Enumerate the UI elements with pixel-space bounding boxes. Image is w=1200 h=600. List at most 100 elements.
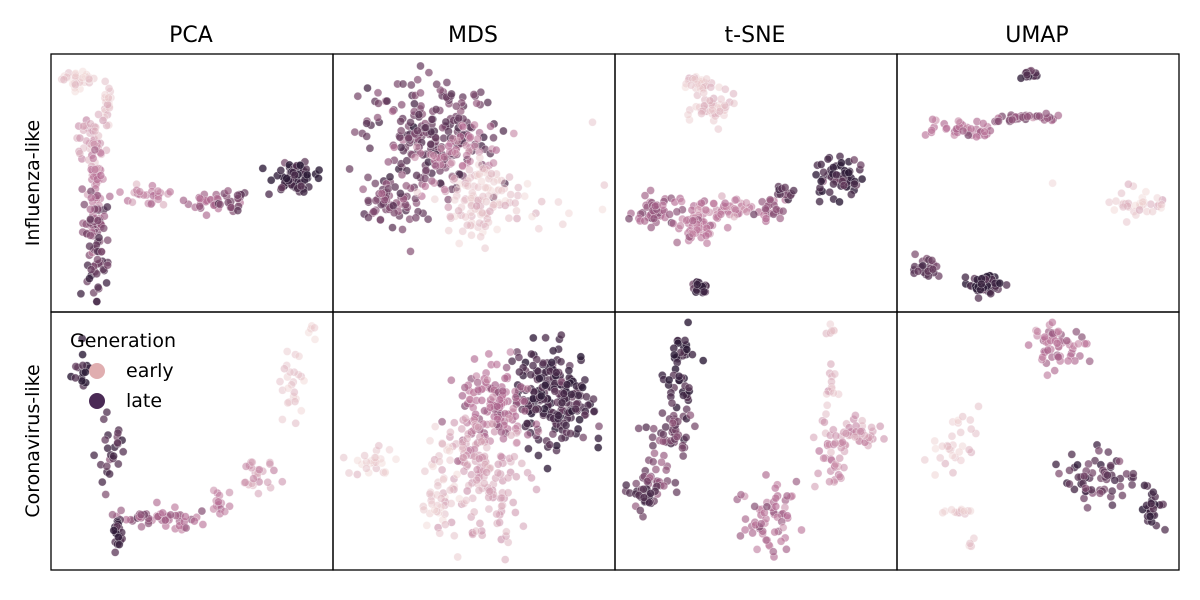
scatter-point xyxy=(414,110,424,119)
scatter-point xyxy=(104,84,114,93)
scatter-point xyxy=(446,427,455,437)
scatter-point xyxy=(89,450,99,460)
panel-points-coronavirus-like-umap xyxy=(920,318,1170,551)
scatter-point xyxy=(445,485,455,495)
scatter-point xyxy=(454,239,464,248)
scatter-point xyxy=(575,415,584,425)
scatter-point xyxy=(839,463,849,472)
scatter-point xyxy=(296,406,306,416)
scatter-point xyxy=(831,170,841,180)
scatter-point xyxy=(512,214,522,223)
scatter-point xyxy=(792,477,801,486)
scatter-point xyxy=(520,191,530,201)
scatter-point xyxy=(302,170,312,180)
scatter-point xyxy=(1040,332,1049,342)
scatter-point xyxy=(450,195,460,205)
scatter-point xyxy=(879,434,889,444)
scatter-point xyxy=(473,422,483,432)
scatter-point xyxy=(822,389,832,399)
scatter-point xyxy=(507,356,517,366)
scatter-point xyxy=(264,189,274,199)
scatter-point xyxy=(664,375,674,385)
scatter-point xyxy=(846,190,856,199)
scatter-point xyxy=(517,459,527,468)
scatter-point xyxy=(380,467,390,477)
scatter-point xyxy=(374,441,384,451)
scatter-point xyxy=(935,453,945,463)
scatter-point xyxy=(474,454,484,464)
scatter-point xyxy=(835,197,844,207)
scatter-point xyxy=(839,181,849,190)
scatter-point xyxy=(71,373,80,383)
scatter-point xyxy=(1140,481,1149,490)
scatter-point xyxy=(954,447,964,457)
scatter-point xyxy=(437,417,447,427)
scatter-point xyxy=(512,206,521,216)
scatter-point xyxy=(283,372,292,382)
scatter-point xyxy=(90,145,100,155)
scatter-point xyxy=(693,205,703,214)
scatter-point xyxy=(948,417,958,427)
scatter-point xyxy=(202,210,211,220)
scatter-point xyxy=(520,397,529,406)
scatter-point xyxy=(778,523,788,532)
scatter-point xyxy=(447,89,456,99)
scatter-point xyxy=(688,229,698,239)
scatter-point xyxy=(98,477,107,487)
scatter-point xyxy=(535,374,544,383)
scatter-point xyxy=(413,75,423,84)
scatter-point xyxy=(1160,525,1170,535)
scatter-point xyxy=(1104,198,1114,207)
scatter-point xyxy=(559,389,569,398)
scatter-point xyxy=(78,350,87,359)
scatter-point xyxy=(353,456,362,465)
scatter-point xyxy=(920,455,930,465)
scatter-point xyxy=(463,176,473,186)
scatter-point xyxy=(406,80,416,90)
scatter-point xyxy=(515,367,524,377)
scatter-point xyxy=(489,158,498,168)
scatter-point xyxy=(548,346,558,356)
scatter-point xyxy=(287,380,297,390)
scatter-point xyxy=(980,127,989,137)
scatter-point xyxy=(682,345,692,354)
scatter-point xyxy=(459,466,469,476)
scatter-point xyxy=(1038,352,1047,362)
scatter-point xyxy=(158,508,167,518)
scatter-point xyxy=(431,133,440,142)
scatter-point xyxy=(1127,480,1137,490)
scatter-point xyxy=(439,475,448,484)
scatter-point xyxy=(681,79,691,89)
scatter-point xyxy=(462,434,472,443)
scatter-point xyxy=(266,175,276,185)
scatter-point xyxy=(927,126,937,135)
legend-label-late: late xyxy=(126,390,162,412)
scatter-point xyxy=(462,151,472,160)
scatter-point xyxy=(214,497,223,507)
scatter-point xyxy=(430,194,440,204)
scatter-point xyxy=(508,498,518,507)
scatter-point xyxy=(441,117,451,127)
scatter-point xyxy=(450,174,459,183)
scatter-point xyxy=(446,375,456,385)
scatter-point xyxy=(771,502,781,511)
scatter-point xyxy=(430,505,439,515)
scatter-point xyxy=(910,250,920,259)
scatter-point xyxy=(289,387,299,397)
scatter-point xyxy=(449,531,459,541)
scatter-point xyxy=(105,192,115,201)
scatter-point xyxy=(551,368,561,377)
scatter-point xyxy=(1154,200,1164,210)
scatter-point xyxy=(849,155,859,165)
scatter-point xyxy=(370,179,380,188)
scatter-point xyxy=(822,400,832,410)
scatter-point xyxy=(658,430,668,439)
scatter-point xyxy=(420,182,430,191)
scatter-point xyxy=(94,233,104,242)
scatter-point xyxy=(523,179,532,189)
scatter-point xyxy=(505,172,514,182)
scatter-point xyxy=(740,525,750,535)
scatter-point xyxy=(1103,470,1112,480)
scatter-point xyxy=(503,488,513,498)
scatter-point xyxy=(473,378,483,387)
